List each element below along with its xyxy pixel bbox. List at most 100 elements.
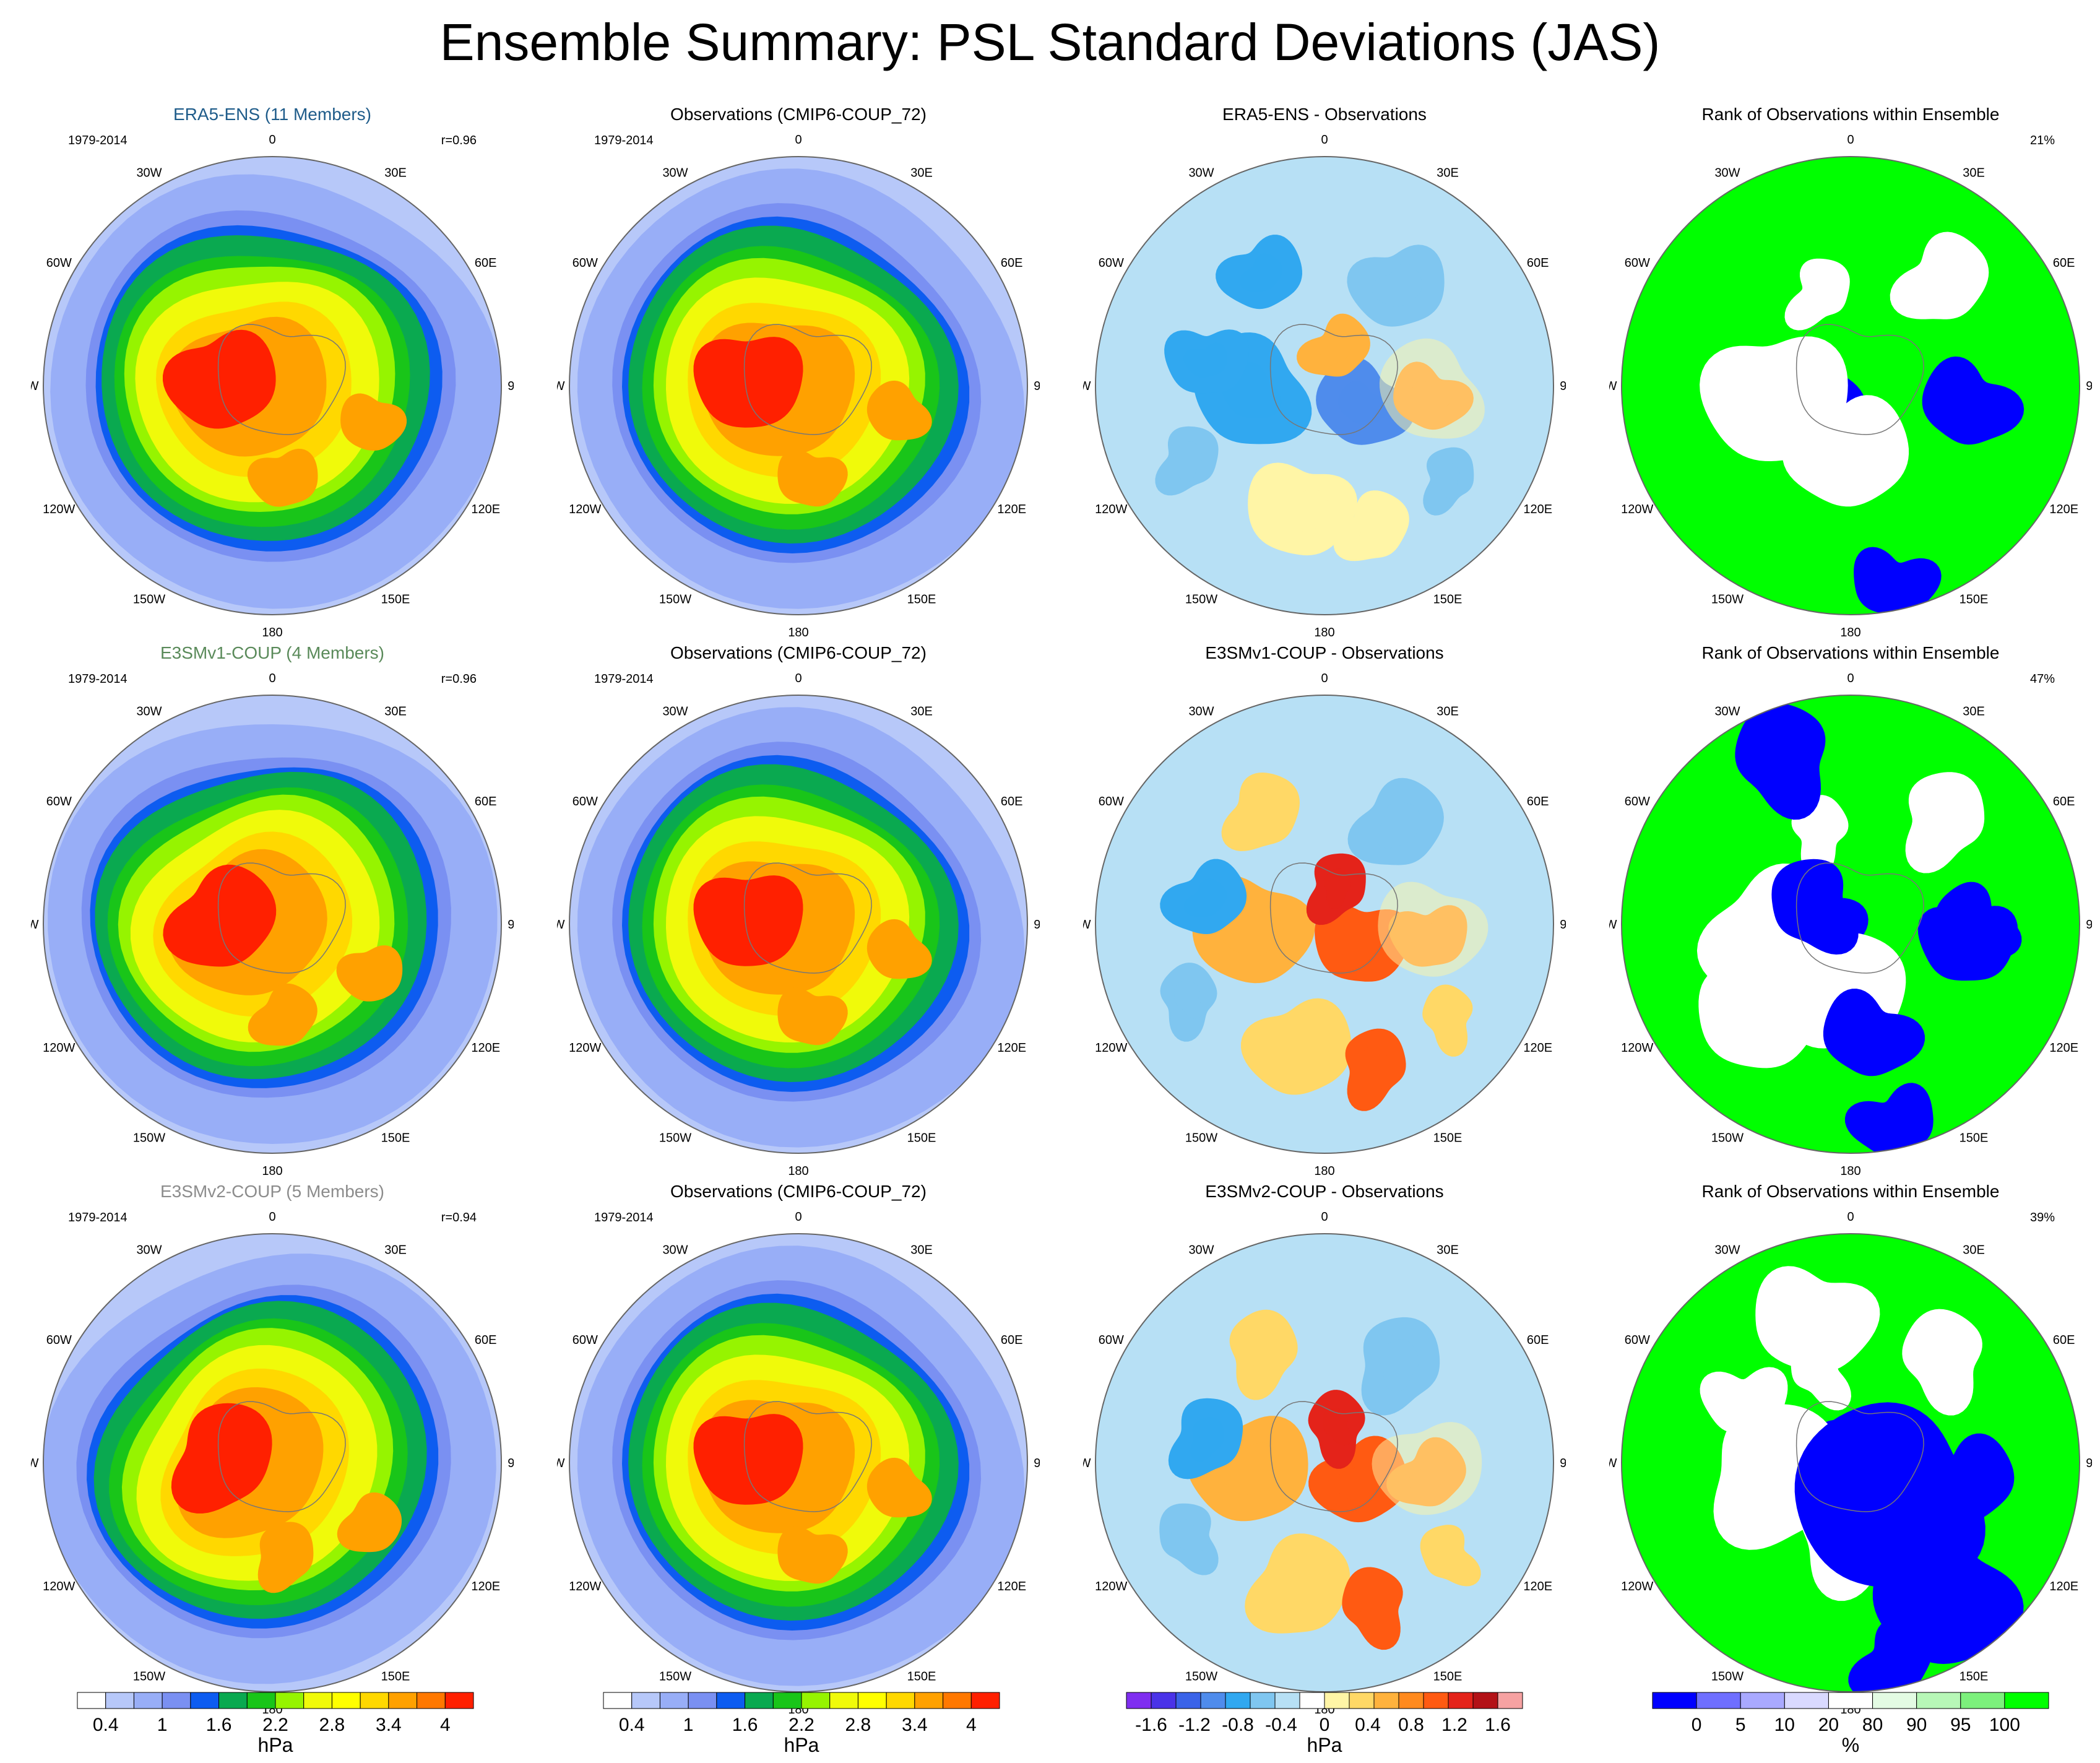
colorbar-swatch — [631, 1692, 660, 1709]
lon-label-r120: 120E — [997, 1580, 1026, 1593]
lon-label-top: 0 — [795, 672, 802, 685]
polar-map: 0 30E 60E 90E 120E 150E 180 150W 120W 90W 60W 30W 47… — [1609, 672, 2092, 1178]
colorbar-tick-label: 2.2 — [789, 1715, 815, 1735]
colorbar-tick-label: 10 — [1774, 1715, 1795, 1735]
lon-label-r60: 60E — [1001, 1333, 1023, 1347]
lon-label-l30: 30W — [1714, 166, 1740, 180]
colorbar-swatch — [1652, 1692, 1697, 1709]
map-panel-diff: ERA5-ENS - Observations 0 30E 60E 90E 120E 150… — [1083, 102, 1566, 641]
lon-label-r60: 60E — [1527, 1333, 1549, 1347]
lon-label-l30: 30W — [662, 1243, 688, 1257]
lon-label-r120: 120E — [997, 503, 1026, 516]
map-panel-rank: Rank of Observations within Ensemble 0 30E… — [1609, 102, 2092, 641]
lon-label-top: 0 — [1847, 133, 1854, 147]
map-border — [43, 695, 502, 1154]
lon-label-r90: 90E — [2086, 918, 2092, 932]
polar-map: 030E60E90E120E150E180150W120W90W60W30W — [1083, 1210, 1566, 1717]
lon-label-r60: 60E — [475, 1333, 497, 1347]
colorbar-swatch — [1126, 1692, 1152, 1709]
lon-label-r120: 120E — [2049, 1580, 2078, 1593]
colorbar-swatch — [2004, 1692, 2049, 1709]
figure-title: Ensemble Summary: PSL Standard Deviation… — [439, 13, 1661, 71]
lon-label-l30: 30W — [1188, 1243, 1214, 1257]
lon-label-r150: 150E — [1960, 1132, 1989, 1145]
lon-label-l30: 30W — [136, 166, 162, 180]
colorbar-swatch — [105, 1692, 134, 1709]
colorbar-swatch — [1784, 1692, 1829, 1709]
polar-map: 0 30E 60E 90E 120E 150E 180 150W 120W 90W 60W 30W 19… — [557, 133, 1040, 639]
lon-label-r30: 30E — [384, 704, 407, 718]
panel-title: Observations (CMIP6-COUP_72) — [670, 1182, 927, 1201]
colorbar-swatch — [1151, 1692, 1177, 1709]
colorbar-swatch — [1872, 1692, 1917, 1709]
lon-label-r120: 120E — [471, 503, 500, 516]
polar-map: 0 30E 60E 90E 120E 150E 180 150W 120W 90W 60W 30W 19… — [31, 133, 514, 639]
lon-label-r90: 90E — [508, 379, 514, 393]
panel-title: ERA5-ENS (11 Members) — [173, 105, 371, 124]
colorbar-swatch — [970, 1692, 1000, 1709]
lon-label-top: 0 — [1321, 133, 1328, 147]
lon-label-l90: 90W — [1083, 1457, 1091, 1470]
colorbar-swatch — [943, 1692, 972, 1709]
colorbar-swatch — [745, 1692, 774, 1709]
colorbar-tick-label: 5 — [1735, 1715, 1746, 1735]
lon-label-r30: 30E — [910, 704, 933, 718]
lon-label-bottom: 180 — [788, 1164, 808, 1178]
lon-label-r30: 30E — [910, 1243, 933, 1257]
colorbar-tick-label: 0.4 — [1355, 1715, 1381, 1735]
polar-map: 030E60E90E120E150E180150W120W90W60W30W — [1083, 133, 1566, 639]
lon-label-l120: 120W — [43, 1580, 75, 1593]
lon-label-r60: 60E — [2053, 795, 2075, 808]
lon-label-r60: 60E — [475, 795, 497, 808]
lon-label-r150: 150E — [1960, 1670, 1989, 1684]
colorbar-swatch — [1299, 1692, 1325, 1709]
lon-label-l30: 30W — [1188, 704, 1214, 718]
lon-label-r150: 150E — [1433, 1132, 1463, 1145]
polar-map: 030E60E90E120E150E180150W120W90W60W30W — [1083, 672, 1566, 1178]
lon-label-top: 0 — [795, 133, 802, 147]
lon-label-r30: 30E — [1437, 704, 1459, 718]
colorbar-unit: % — [1842, 1734, 1859, 1756]
lon-label-r60: 60E — [1527, 256, 1549, 270]
map-border — [43, 156, 502, 615]
colorbar-swatch — [886, 1692, 915, 1709]
lon-label-l90: 90W — [31, 918, 39, 932]
colorbar-swatch — [388, 1692, 418, 1709]
colorbar-tick-label: 4 — [966, 1715, 977, 1735]
lon-label-l150: 150W — [133, 1132, 165, 1145]
lon-label-l90: 90W — [1609, 918, 1617, 932]
colorbar-tick-label: 0.4 — [93, 1715, 119, 1735]
lon-label-top: 0 — [269, 672, 275, 685]
panel-title: Rank of Observations within Ensemble — [1701, 1182, 2000, 1201]
map-panel-diff: E3SMv1-COUP - Observations 0 30E 60E 90E 120E… — [1083, 641, 1566, 1179]
map-border — [1621, 156, 2080, 615]
lon-label-r120: 120E — [471, 1580, 500, 1593]
colorbar-swatch — [1696, 1692, 1741, 1709]
lon-label-l120: 120W — [569, 1580, 601, 1593]
colorbar-swatch — [659, 1692, 689, 1709]
panel-title: Rank of Observations within Ensemble — [1701, 643, 2000, 662]
map-border — [569, 695, 1028, 1154]
lon-label-l120: 120W — [1621, 1041, 1653, 1055]
colorbar-swatch — [218, 1692, 248, 1709]
colorbar-swatch — [914, 1692, 944, 1709]
lon-label-l150: 150W — [1185, 1132, 1217, 1145]
lon-label-r120: 120E — [2049, 503, 2078, 516]
colorbar-swatch — [1448, 1692, 1474, 1709]
colorbar-tick-label: 2.8 — [845, 1715, 871, 1735]
colorbar-swatch — [1398, 1692, 1424, 1709]
panel-title: Observations (CMIP6-COUP_72) — [670, 643, 927, 662]
map-border — [1621, 695, 2080, 1154]
colorbar-tick-label: 95 — [1950, 1715, 1971, 1735]
panel-title: Observations (CMIP6-COUP_72) — [670, 105, 927, 124]
colorbar-swatch — [801, 1692, 831, 1709]
lon-label-l60: 60W — [46, 1333, 72, 1347]
lon-label-bottom: 180 — [1840, 1164, 1860, 1178]
lon-label-l60: 60W — [1625, 795, 1650, 808]
lon-label-bottom: 180 — [1840, 626, 1860, 639]
lon-label-l90: 90W — [1609, 379, 1617, 393]
lon-label-r90: 90E — [1034, 1457, 1040, 1470]
lon-label-l60: 60W — [46, 256, 72, 270]
lon-label-r60: 60E — [1001, 795, 1023, 808]
lon-label-l30: 30W — [1714, 704, 1740, 718]
